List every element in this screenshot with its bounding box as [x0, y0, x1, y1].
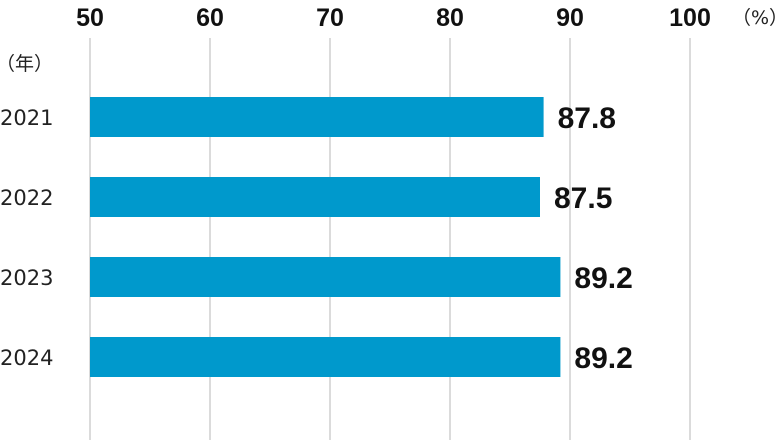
bar — [90, 177, 540, 217]
data-label: 89.2 — [574, 262, 632, 295]
x-tick-label: 90 — [556, 4, 584, 32]
category-label: 2024 — [0, 346, 53, 370]
x-axis-unit-label: （%） — [732, 7, 780, 29]
data-label: 87.8 — [558, 102, 616, 135]
bar — [90, 257, 561, 297]
category-label: 2022 — [0, 186, 53, 210]
bars: 2021 87.8 2022 87.5 2023 89.2 2024 89.2 — [0, 97, 633, 377]
x-tick-label: 50 — [76, 4, 104, 32]
x-axis-ticks: 50 60 70 80 90 100 — [76, 4, 711, 32]
x-tick-label: 70 — [316, 4, 344, 32]
bar — [90, 97, 544, 137]
data-label: 87.5 — [554, 182, 612, 215]
bar — [90, 337, 561, 377]
category-label: 2023 — [0, 266, 53, 290]
x-tick-label: 80 — [436, 4, 464, 32]
x-tick-label: 100 — [669, 4, 711, 32]
y-axis-unit-label: （年） — [0, 53, 53, 75]
x-tick-label: 60 — [196, 4, 224, 32]
data-label: 89.2 — [574, 342, 632, 375]
category-label: 2021 — [0, 106, 53, 130]
